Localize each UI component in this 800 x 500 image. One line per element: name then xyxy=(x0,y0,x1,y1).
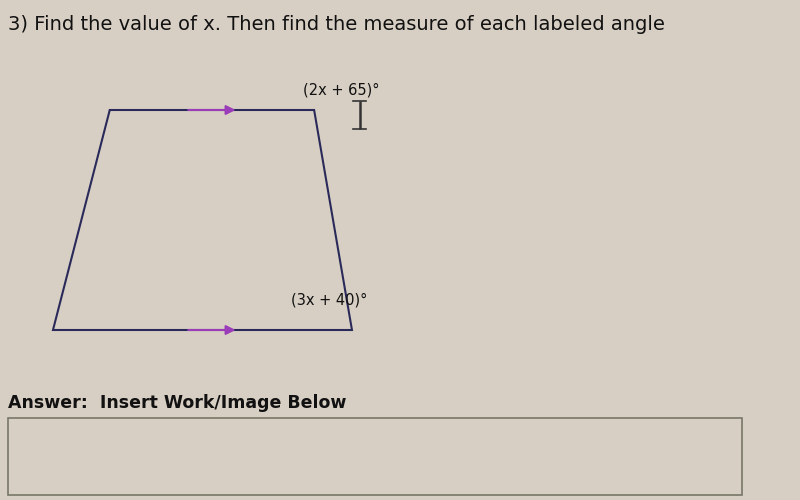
Text: Answer:  Insert Work/Image Below: Answer: Insert Work/Image Below xyxy=(7,394,346,411)
Text: 3) Find the value of x. Then find the measure of each labeled angle: 3) Find the value of x. Then find the me… xyxy=(7,15,665,34)
Text: (2x + 65)°: (2x + 65)° xyxy=(302,82,379,98)
Bar xyxy=(7,418,742,495)
Text: (3x + 40)°: (3x + 40)° xyxy=(291,292,368,308)
